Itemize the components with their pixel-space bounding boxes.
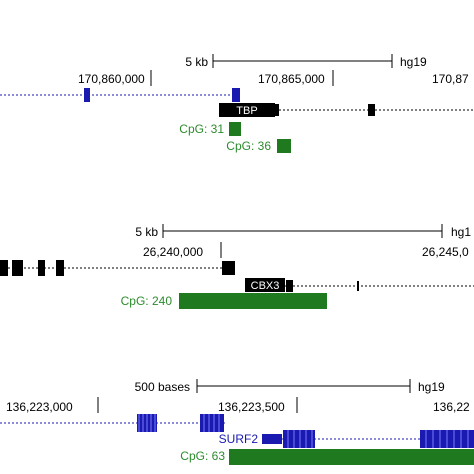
cpg-label: CpG: 31 xyxy=(179,122,224,136)
cbx3-transcript xyxy=(285,280,474,292)
gene-label: TBP xyxy=(236,105,257,117)
coord-label: 170,865,000 xyxy=(258,72,325,86)
assembly-label: hg19 xyxy=(400,55,427,69)
scale-bar xyxy=(212,54,393,68)
coord-label: 170,860,000 xyxy=(78,72,145,86)
coord-label: 136,223,500 xyxy=(218,400,285,414)
gene-label: SURF2 xyxy=(219,432,259,446)
panel-surf2: 500 bases hg19 136,223,000 136,223,500 1… xyxy=(0,379,474,465)
exon xyxy=(12,260,23,276)
assembly-label: hg1 xyxy=(451,225,471,239)
panel-tbp: 5 kb hg19 170,860,000 170,865,000 170,87… xyxy=(0,54,474,153)
coord-label: 170,87 xyxy=(432,72,469,86)
tbp-transcript xyxy=(275,104,474,116)
surf2-transcript xyxy=(262,430,474,448)
scale-bar xyxy=(162,224,443,238)
coord-label: 136,22 xyxy=(433,400,470,414)
cpg-label: CpG: 63 xyxy=(180,449,225,463)
scale-bar xyxy=(196,379,411,393)
exon xyxy=(286,280,293,292)
blue-transcript xyxy=(0,414,225,432)
exon xyxy=(275,104,279,116)
cpg-island xyxy=(277,139,291,153)
cpg-island xyxy=(179,293,327,309)
assembly-label: hg19 xyxy=(418,380,445,394)
scale-label: 5 kb xyxy=(135,225,158,239)
cpg-island xyxy=(229,122,241,136)
exon xyxy=(262,434,282,444)
exon xyxy=(357,281,359,291)
cpg-label: CpG: 240 xyxy=(121,294,173,308)
cpg-island xyxy=(229,449,474,465)
coord-label: 26,245,0 xyxy=(422,245,469,259)
scale-label: 5 kb xyxy=(185,55,208,69)
exon xyxy=(368,104,375,116)
exon xyxy=(56,260,64,276)
exon xyxy=(84,88,90,102)
upstream-transcript xyxy=(0,260,235,276)
exon xyxy=(200,414,224,432)
scale-label: 500 bases xyxy=(135,380,190,394)
exon xyxy=(283,430,315,448)
exon xyxy=(232,88,240,102)
panel-cbx3: 5 kb hg1 26,240,000 26,245,0 CBX3 CpG: 2… xyxy=(0,224,474,309)
coord-label: 26,240,000 xyxy=(143,245,203,259)
blue-transcript xyxy=(0,88,240,102)
cpg-label: CpG: 36 xyxy=(226,139,271,153)
gene-label: CBX3 xyxy=(251,280,280,292)
exon xyxy=(38,260,45,276)
gene-label-box xyxy=(245,278,285,292)
exon xyxy=(0,260,8,276)
exon xyxy=(222,261,235,275)
gene-label-box xyxy=(219,103,275,117)
coord-label: 136,223,000 xyxy=(6,400,73,414)
